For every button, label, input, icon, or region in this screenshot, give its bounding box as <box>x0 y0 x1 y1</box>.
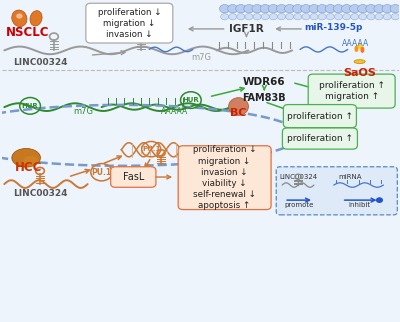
Ellipse shape <box>354 60 365 63</box>
Circle shape <box>229 14 237 20</box>
Circle shape <box>260 5 270 13</box>
Circle shape <box>220 5 230 13</box>
Ellipse shape <box>12 10 27 27</box>
Ellipse shape <box>358 43 362 49</box>
Text: NSCLC: NSCLC <box>6 26 50 39</box>
Text: AAAAA: AAAAA <box>342 39 369 48</box>
FancyBboxPatch shape <box>111 167 156 187</box>
Circle shape <box>359 14 367 20</box>
Circle shape <box>358 5 368 13</box>
Text: LINC00324: LINC00324 <box>13 58 67 67</box>
Circle shape <box>317 5 327 13</box>
FancyBboxPatch shape <box>282 128 358 149</box>
Circle shape <box>391 14 399 20</box>
Circle shape <box>237 14 245 20</box>
Circle shape <box>342 14 350 20</box>
Circle shape <box>244 5 254 13</box>
Circle shape <box>286 14 294 20</box>
Text: BC: BC <box>230 108 247 118</box>
Circle shape <box>245 14 253 20</box>
Circle shape <box>326 14 334 20</box>
Text: SaOS: SaOS <box>343 68 376 78</box>
Ellipse shape <box>12 148 40 167</box>
Circle shape <box>325 5 336 13</box>
Text: m7G: m7G <box>74 107 94 116</box>
Circle shape <box>228 5 238 13</box>
Text: proliferation ↑: proliferation ↑ <box>287 134 353 143</box>
Circle shape <box>284 5 295 13</box>
FancyBboxPatch shape <box>178 146 271 210</box>
Circle shape <box>253 14 261 20</box>
Circle shape <box>302 14 310 20</box>
FancyBboxPatch shape <box>276 167 397 215</box>
Circle shape <box>252 5 262 13</box>
Text: HCC: HCC <box>14 161 42 174</box>
Text: WDR66: WDR66 <box>243 78 286 88</box>
Text: FasL: FasL <box>123 172 144 182</box>
Circle shape <box>261 14 269 20</box>
Text: FAM83B: FAM83B <box>242 92 286 102</box>
Ellipse shape <box>354 46 358 52</box>
Circle shape <box>375 14 383 20</box>
Ellipse shape <box>228 98 248 115</box>
Circle shape <box>383 14 391 20</box>
Circle shape <box>310 14 318 20</box>
Text: HUR: HUR <box>22 103 38 109</box>
Circle shape <box>351 14 359 20</box>
Circle shape <box>318 14 326 20</box>
Text: LINC00324: LINC00324 <box>279 174 317 180</box>
Circle shape <box>16 14 22 19</box>
Circle shape <box>309 5 319 13</box>
Circle shape <box>293 5 303 13</box>
Text: miRNA: miRNA <box>338 174 362 180</box>
Text: proliferation ↑
migration ↑: proliferation ↑ migration ↑ <box>319 81 385 101</box>
FancyBboxPatch shape <box>308 74 395 108</box>
Text: PU.1: PU.1 <box>142 146 160 152</box>
Circle shape <box>236 5 246 13</box>
Circle shape <box>366 5 376 13</box>
Text: PU.1: PU.1 <box>92 168 112 177</box>
Text: miR-139-5p: miR-139-5p <box>305 24 363 33</box>
Circle shape <box>382 5 392 13</box>
Circle shape <box>367 14 375 20</box>
Circle shape <box>268 5 278 13</box>
Text: proliferation ↓
migration ↓
invasion ↓: proliferation ↓ migration ↓ invasion ↓ <box>98 7 161 39</box>
Text: HUR: HUR <box>182 97 199 103</box>
Circle shape <box>333 5 344 13</box>
Ellipse shape <box>23 156 39 166</box>
Text: m7G: m7G <box>191 52 211 62</box>
Circle shape <box>390 5 400 13</box>
Text: IGF1R: IGF1R <box>229 24 264 34</box>
FancyBboxPatch shape <box>86 3 173 43</box>
Text: proliferation ↓
migration ↓
invasion ↓
viability ↓
self-renewal ↓
apoptosis ↑: proliferation ↓ migration ↓ invasion ↓ v… <box>193 146 256 210</box>
FancyBboxPatch shape <box>283 105 356 128</box>
Circle shape <box>301 5 311 13</box>
Text: AAAAA: AAAAA <box>161 107 189 116</box>
Circle shape <box>350 5 360 13</box>
Circle shape <box>294 14 302 20</box>
Text: proliferation ↑: proliferation ↑ <box>287 112 353 121</box>
Circle shape <box>376 197 383 203</box>
Circle shape <box>270 14 277 20</box>
Circle shape <box>221 14 228 20</box>
Circle shape <box>334 14 342 20</box>
Text: LINC00324: LINC00324 <box>13 189 67 198</box>
Text: inhibit: inhibit <box>348 202 371 208</box>
Circle shape <box>278 14 286 20</box>
Text: promote: promote <box>284 202 314 208</box>
Circle shape <box>276 5 287 13</box>
Ellipse shape <box>30 11 42 26</box>
Ellipse shape <box>360 47 364 53</box>
Circle shape <box>341 5 352 13</box>
Circle shape <box>374 5 384 13</box>
